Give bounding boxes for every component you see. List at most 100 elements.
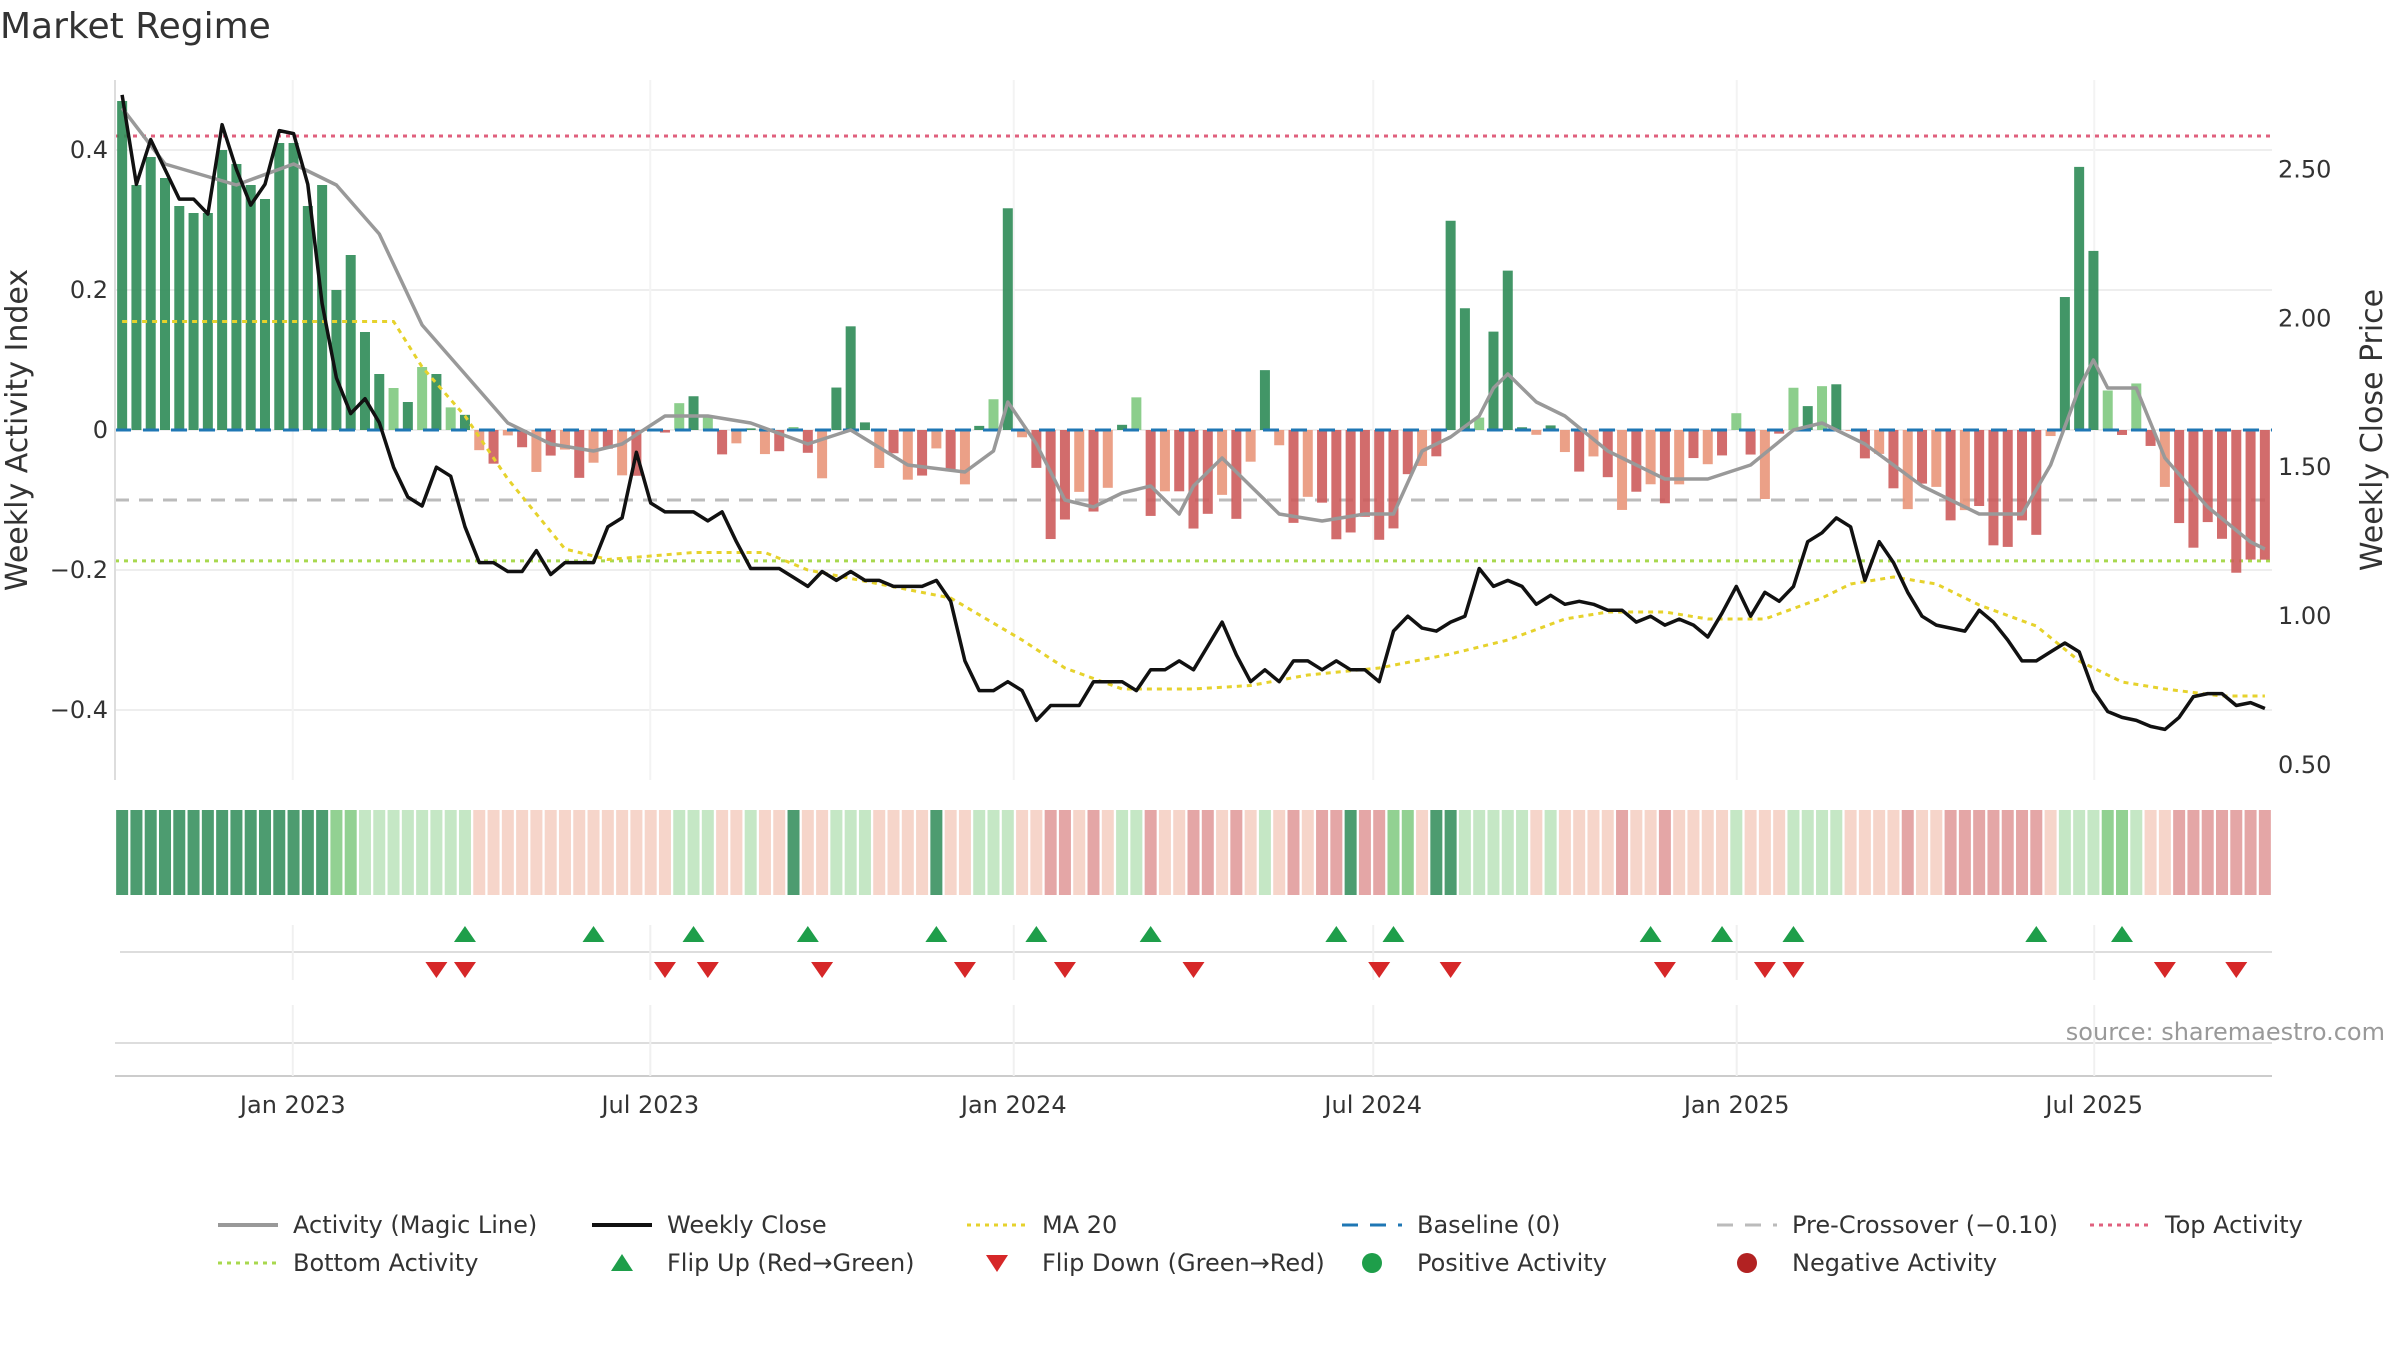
regime-cell [1587, 810, 1600, 895]
regime-cell [258, 810, 271, 895]
activity-bar [688, 396, 699, 430]
flip-up-marker [1639, 926, 1662, 942]
activity-bar [1802, 406, 1813, 430]
regime-cell [1458, 810, 1471, 895]
regime-cell [1487, 810, 1500, 895]
activity-bar [1945, 430, 1956, 521]
regime-cell [1330, 810, 1343, 895]
activity-bar [331, 290, 342, 430]
regime-cell [1058, 810, 1071, 895]
regime-cell [2044, 810, 2057, 895]
flip-down-marker [1653, 962, 1676, 978]
regime-cell [430, 810, 443, 895]
regime-cell [744, 810, 757, 895]
activity-bar [245, 185, 256, 430]
regime-cell [2158, 810, 2171, 895]
activity-bar [988, 399, 999, 430]
activity-bar [731, 430, 742, 444]
activity-bar [1631, 430, 1642, 492]
flip-down-marker [953, 962, 976, 978]
regime-cell [2030, 810, 2043, 895]
regime-cell [2216, 810, 2229, 895]
x-tick-label: Jul 2025 [2043, 1091, 2143, 1119]
legend-label: MA 20 [1042, 1211, 1117, 1239]
activity-bar [1831, 384, 1842, 430]
regime-cell [830, 810, 843, 895]
activity-bar [2059, 297, 2070, 430]
activity-bar [2045, 430, 2056, 437]
activity-bar [931, 430, 942, 449]
activity-bar [117, 101, 128, 430]
regime-cell [1887, 810, 1900, 895]
regime-cell [1773, 810, 1786, 895]
activity-bar [1417, 430, 1428, 466]
regime-cell [1930, 810, 1943, 895]
regime-cell [916, 810, 929, 895]
activity-bar [559, 430, 570, 450]
activity-bar [1559, 430, 1570, 453]
regime-cell [1201, 810, 1214, 895]
activity-bar [1502, 270, 1513, 430]
activity-bar [1974, 430, 1985, 507]
chart-title: Market Regime [0, 6, 271, 47]
regime-cell [1430, 810, 1443, 895]
activity-bar [274, 143, 285, 430]
activity-bar [917, 430, 928, 476]
regime-cell [644, 810, 657, 895]
activity-bar [302, 206, 313, 430]
regime-cell [1616, 810, 1629, 895]
y-left-tick-label: 0.2 [70, 276, 108, 304]
activity-bar [1731, 413, 1742, 430]
regime-cell [1173, 810, 1186, 895]
regime-cell [1687, 810, 1700, 895]
activity-bar [745, 428, 756, 430]
activity-bar [2031, 430, 2042, 535]
activity-bar [817, 430, 828, 479]
regime-cell [701, 810, 714, 895]
regime-cell [1987, 810, 2000, 895]
activity-bar [1702, 430, 1713, 465]
activity-bar [159, 178, 170, 430]
regime-cell [1830, 810, 1843, 895]
y-right-tick-label: 0.50 [2278, 751, 2331, 779]
activity-bar [1317, 430, 1328, 503]
flip-down-marker [1782, 962, 1805, 978]
regime-cell [2187, 810, 2200, 895]
regime-cell [287, 810, 300, 895]
regime-cell [987, 810, 1000, 895]
activity-bar [231, 164, 242, 430]
activity-bar [702, 416, 713, 430]
regime-cell [1258, 810, 1271, 895]
flip-up-marker [1025, 926, 1048, 942]
regime-cell [1873, 810, 1886, 895]
activity-bar [1602, 430, 1613, 478]
activity-bar [1445, 220, 1456, 430]
regime-cell [130, 810, 143, 895]
regime-cell [1301, 810, 1314, 895]
activity-bar [945, 430, 956, 472]
regime-cell [530, 810, 543, 895]
activity-bar [1888, 430, 1899, 489]
flip-up-marker [682, 926, 705, 942]
activity-bar [1074, 430, 1085, 492]
regime-cell [344, 810, 357, 895]
activity-bar [859, 422, 870, 430]
activity-bar [1588, 430, 1599, 457]
regime-cell [901, 810, 914, 895]
regime-cell [1558, 810, 1571, 895]
regime-cell [416, 810, 429, 895]
activity-bar [2131, 383, 2142, 430]
x-tick-label: Jan 2025 [1682, 1091, 1790, 1119]
legend-label: Bottom Activity [293, 1249, 478, 1277]
magic-line [120, 106, 2266, 551]
regime-cell [1944, 810, 1957, 895]
activity-bar [1117, 424, 1128, 430]
legend-label: Weekly Close [667, 1211, 827, 1239]
regime-cell [1801, 810, 1814, 895]
regime-cell [787, 810, 800, 895]
regime-cell [2258, 810, 2271, 895]
legend-swatch [986, 1255, 1008, 1272]
activity-bar [145, 157, 156, 430]
activity-bar [1245, 430, 1256, 462]
activity-bar [902, 430, 913, 480]
